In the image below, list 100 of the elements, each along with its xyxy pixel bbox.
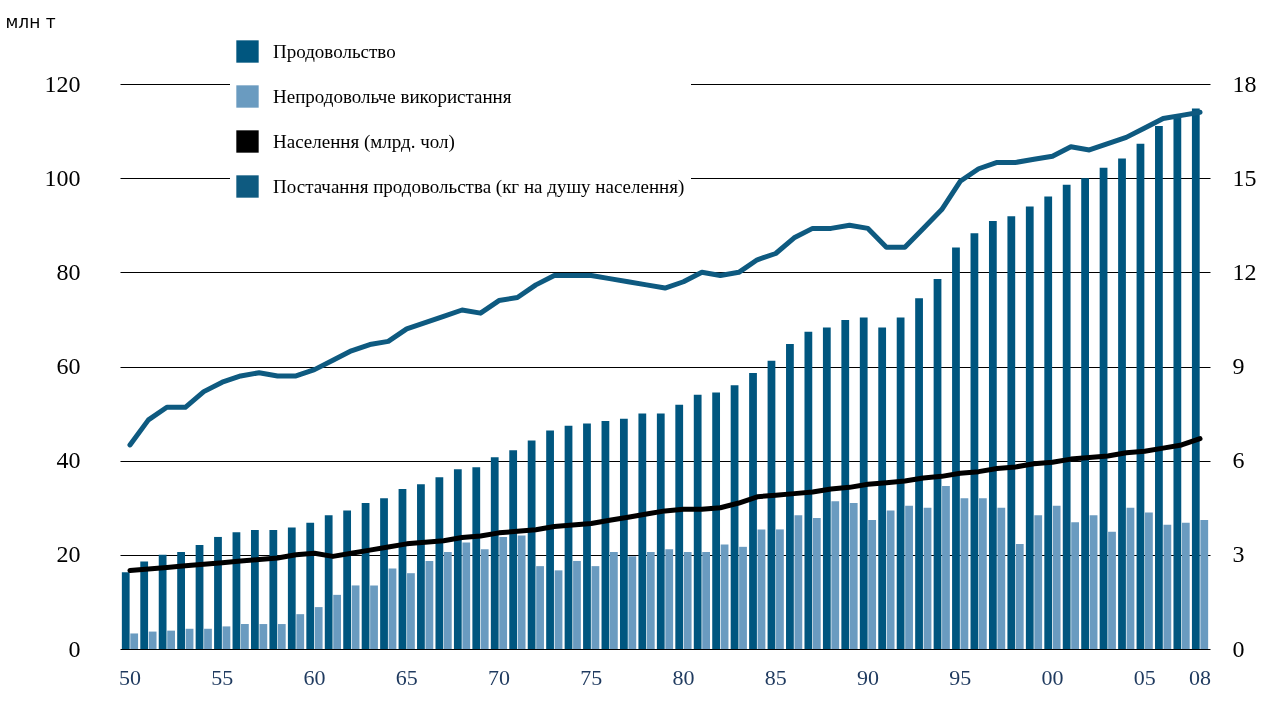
y2-tick-label: 0: [1232, 635, 1245, 662]
bar: [896, 317, 905, 649]
bar: [287, 527, 296, 649]
bar: [1163, 524, 1172, 649]
bar: [712, 392, 721, 649]
bar: [554, 570, 563, 649]
y-tick-label: 0: [68, 635, 81, 662]
bar: [619, 418, 628, 649]
legend-label: Продовольство: [273, 40, 396, 62]
x-tick-label: 00: [1041, 664, 1064, 690]
bar: [915, 298, 923, 649]
bar: [1200, 519, 1209, 649]
bar: [609, 552, 618, 649]
bar: [1052, 505, 1061, 649]
bar: [794, 515, 803, 649]
y-tick-label: 80: [56, 258, 81, 285]
bar: [490, 457, 499, 649]
bar: [812, 518, 821, 649]
bar: [978, 498, 987, 649]
bar: [786, 343, 794, 649]
bar: [886, 510, 895, 649]
bar: [1108, 531, 1116, 649]
bar: [241, 624, 249, 649]
bar: [1191, 108, 1200, 649]
bar: [324, 515, 333, 649]
bar: [749, 373, 757, 649]
bar: [1181, 522, 1190, 649]
bar: [1118, 158, 1126, 649]
bar: [269, 529, 278, 649]
x-tick-label: 70: [487, 664, 510, 690]
x-tick-label: 60: [303, 664, 326, 690]
bar: [296, 614, 305, 649]
bar: [509, 450, 518, 649]
bar: [1015, 544, 1024, 649]
bar: [407, 573, 415, 649]
y-axis-title: млн т: [5, 11, 56, 32]
bar: [351, 585, 360, 649]
bar: [214, 536, 222, 649]
bar: [646, 552, 655, 649]
bar: [988, 221, 997, 649]
bar: [923, 507, 932, 649]
bar: [546, 430, 554, 649]
bar: [259, 624, 268, 649]
bar: [583, 423, 591, 649]
bar: [997, 507, 1006, 649]
bar: [314, 607, 323, 649]
bar: [1062, 184, 1071, 649]
bar: [121, 572, 130, 649]
bar: [306, 522, 315, 649]
x-tick-label: 55: [211, 664, 234, 690]
bar: [140, 561, 149, 649]
y-tick-label: 60: [56, 353, 81, 379]
bar: [591, 566, 600, 649]
y-tick-label: 40: [56, 447, 81, 474]
y-tick-label: 20: [56, 541, 81, 568]
bar: [158, 554, 167, 649]
bar: [905, 505, 913, 649]
bar: [343, 510, 352, 649]
bar: [435, 477, 444, 649]
bar: [130, 633, 139, 649]
x-tick-label: 50: [118, 664, 141, 690]
bar: [517, 535, 526, 649]
legend-label: Непродовольче використання: [273, 85, 512, 107]
bar: [702, 552, 711, 649]
bar: [868, 519, 877, 649]
bar: [425, 560, 434, 649]
bar: [1155, 125, 1163, 649]
bar: [720, 544, 729, 649]
legend-label: Постачання продовольства (кг на душу населення): [273, 175, 685, 198]
bar: [841, 319, 850, 649]
bar: [656, 413, 665, 649]
bar: [388, 568, 397, 649]
bar: [1034, 515, 1043, 649]
bar: [417, 484, 425, 649]
y-tick-label: 100: [44, 164, 81, 191]
bar: [1025, 206, 1034, 649]
x-tick-label: 95: [949, 664, 972, 690]
bar: [638, 413, 647, 649]
x-tick-label: 65: [395, 664, 418, 690]
bar: [693, 394, 702, 649]
bar: [148, 631, 157, 649]
bar: [573, 560, 581, 649]
bar: [1145, 512, 1153, 649]
bar: [453, 469, 462, 649]
bar: [480, 549, 489, 649]
bar: [952, 247, 960, 649]
bar: [1089, 515, 1098, 649]
bar: [204, 628, 212, 649]
bar: [167, 630, 175, 649]
bar: [683, 552, 692, 649]
y2-tick-label: 6: [1232, 447, 1245, 474]
bar: [1007, 216, 1016, 649]
x-tick-label: 08: [1189, 664, 1212, 690]
bar: [380, 498, 388, 649]
bar: [859, 317, 868, 649]
y2-tick-label: 12: [1232, 258, 1257, 285]
y-tick-label: 120: [44, 70, 81, 97]
bar: [1126, 507, 1135, 649]
bar: [665, 549, 674, 649]
bar: [333, 594, 342, 649]
